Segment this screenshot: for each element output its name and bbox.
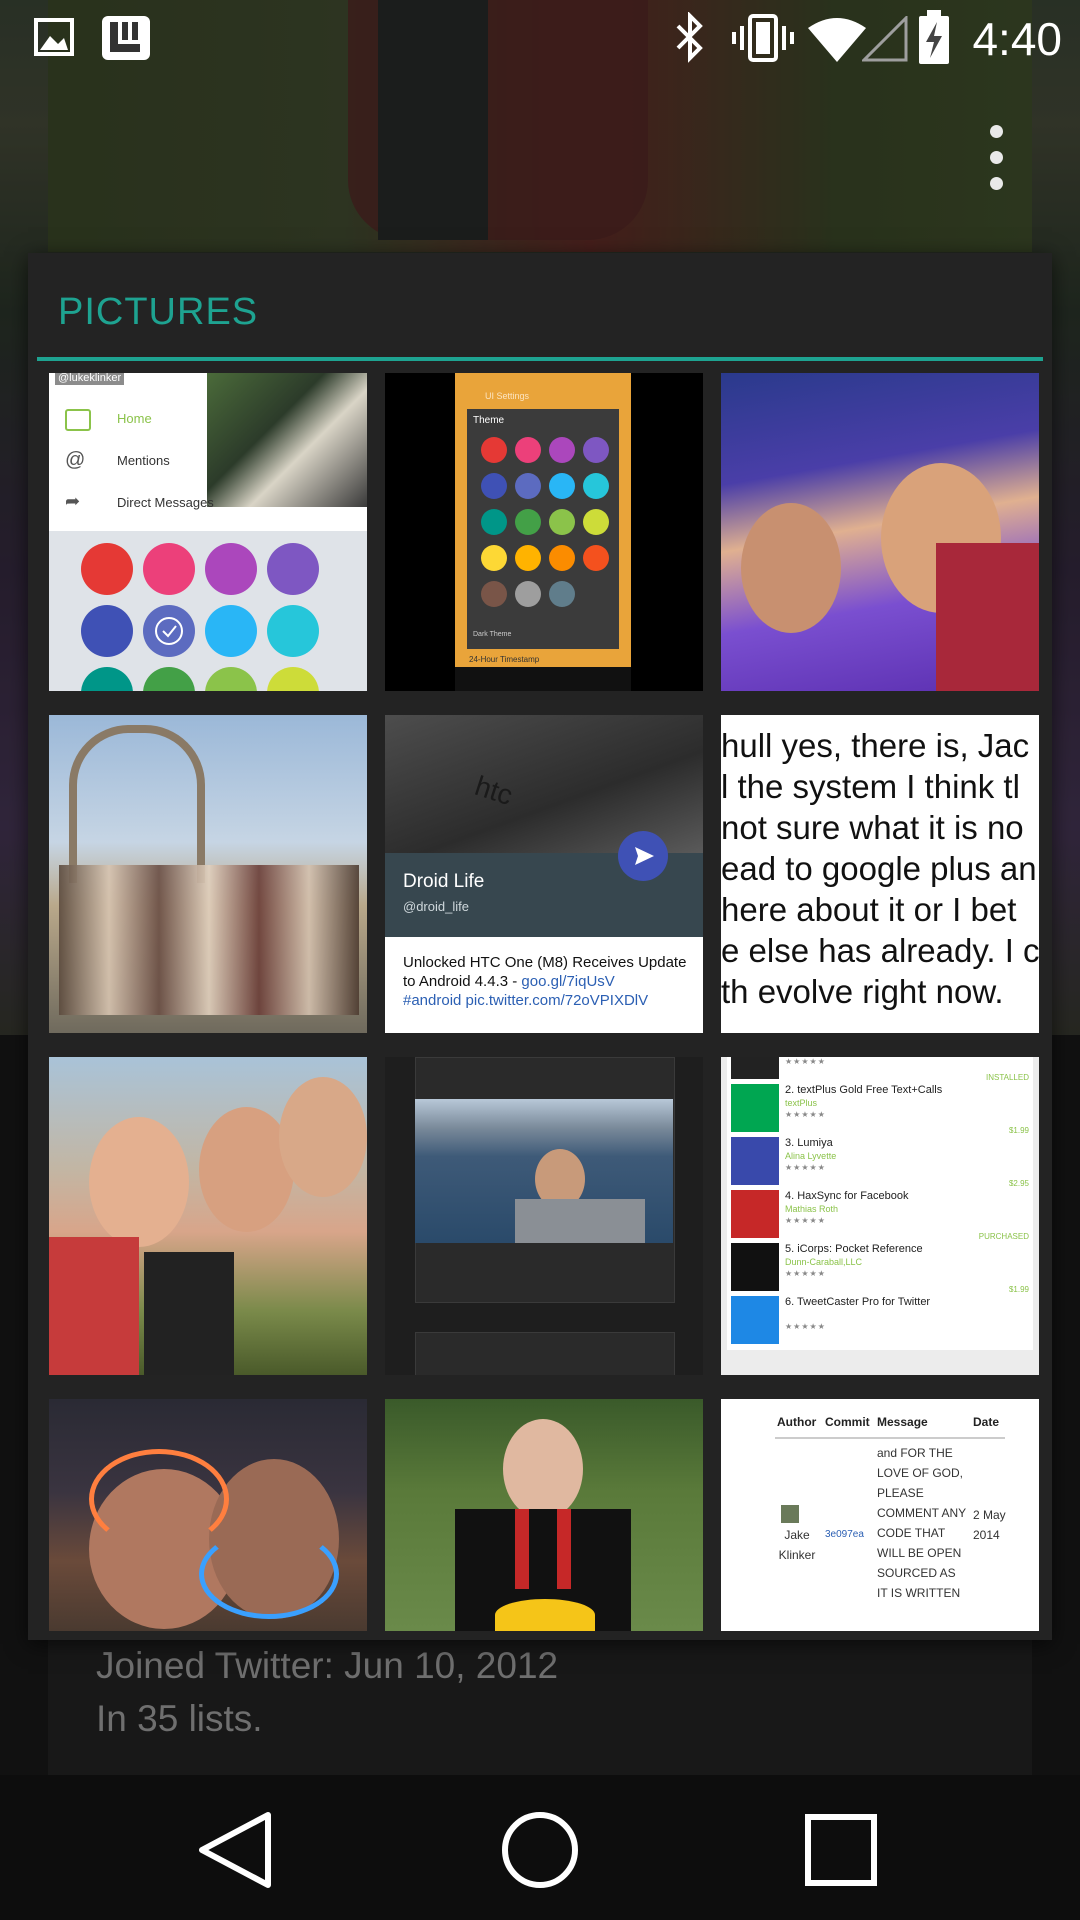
color-swatch [81,605,133,657]
picture-thumbnail-8[interactable] [385,1057,703,1375]
app-list-item: 2. textPlus Gold Free Text+Calls textPlus… [727,1080,1033,1138]
color-swatch [81,667,133,691]
tweet-body: Unlocked HTC One (M8) Receives Update to… [403,954,687,1009]
app-icon [731,1137,779,1185]
overflow-menu-button[interactable] [978,125,1014,195]
theme-color-swatch [481,509,507,535]
color-swatch [205,667,257,691]
color-swatch [143,543,195,595]
lists-count: In 35 lists. [96,1698,263,1739]
status-bar: 4:40 [0,0,1080,75]
color-swatch [143,667,195,691]
app-list-item: 6. TweetCaster Pro for Twitter ★★★★★ [727,1292,1033,1350]
theme-color-swatch [549,509,575,535]
picture-thumbnail-12[interactable]: Author Commit Message Date Jake Klinker … [721,1399,1039,1631]
color-swatch [205,543,257,595]
theme-color-swatch [583,437,609,463]
theme-color-swatch [481,581,507,607]
boat-photo [415,1099,673,1243]
theme-color-swatch [515,473,541,499]
picture-thumbnail-3[interactable] [721,373,1039,691]
vibrate-icon [732,14,794,62]
dialog-title-divider [37,357,1043,361]
picture-thumbnail-1[interactable]: @lukeklinker Home @ Mentions ➦ Direct Me… [49,373,367,691]
joined-date: Joined Twitter: Jun 10, 2012 [96,1645,559,1686]
theme-color-swatch [583,473,609,499]
app-icon [731,1296,779,1344]
color-swatch [81,543,133,595]
navigation-bar [0,1775,1080,1920]
app-icon [731,1084,779,1132]
color-swatch [267,667,319,691]
color-swatch [143,605,195,657]
picture-thumbnail-4[interactable] [49,715,367,1033]
recents-icon[interactable] [796,1805,886,1895]
app-icon [731,1243,779,1291]
theme-color-swatch [481,437,507,463]
back-icon[interactable] [192,1805,282,1895]
picture-thumbnail-10[interactable] [49,1399,367,1631]
tweet-author-name: Droid Life [403,871,485,892]
picture-thumbnail-11[interactable] [385,1399,703,1631]
color-swatch [267,605,319,657]
color-swatch [205,605,257,657]
l-app-icon [102,16,150,60]
theme-color-swatch [583,509,609,535]
app-list-item: 3. Lumiya Alina Lyvette ★★★★★ $2.95 [727,1133,1033,1191]
wifi-icon [808,18,866,62]
home-icon [65,409,91,431]
pictures-dialog: PICTURES @lukeklinker Home @ Mentions ➦ … [28,253,1052,1640]
theme-color-swatch [481,473,507,499]
gallery-icon [34,18,74,56]
cell-signal-icon [862,16,908,62]
send-fab [618,831,668,881]
picture-thumbnail-6[interactable]: hull yes, there is, Jac l the system I t… [721,715,1039,1033]
picture-thumbnail-7[interactable] [49,1057,367,1375]
theme-color-swatch [549,473,575,499]
home-button-icon[interactable] [495,1805,585,1895]
status-time: 4:40 [972,13,1062,65]
app-icon [731,1190,779,1238]
menu-direct-messages: Direct Messages [117,495,214,510]
dialog-title: PICTURES [58,291,259,333]
avatar [781,1505,799,1523]
color-swatch [267,543,319,595]
theme-color-swatch [515,437,541,463]
theme-color-swatch [583,545,609,571]
menu-mentions: Mentions [117,453,170,468]
theme-dialog-screenshot: Theme Dark Theme [467,409,619,649]
bluetooth-icon [676,12,703,63]
picture-thumbnail-2[interactable]: UI Settings Theme Dark Theme 24-Hour Tim… [385,373,703,691]
picture-thumbnail-5[interactable]: htc Droid Life @droid_life Unlocked HTC … [385,715,703,1033]
theme-color-swatch [515,581,541,607]
menu-home: Home [117,411,152,426]
theme-color-swatch [481,545,507,571]
picture-thumbnail-9[interactable]: ★★★★★ INSTALLED 2. textPlus Gold Free Text… [721,1057,1039,1375]
app-list-item: 4. HaxSync for Facebook Mathias Roth ★★★★★… [727,1186,1033,1244]
theme-color-swatch [549,581,575,607]
app-icon [731,1057,779,1079]
share-icon: ➦ [65,491,81,511]
nav-drawer-screenshot: @lukeklinker Home @ Mentions ➦ Direct Me… [49,373,367,531]
app-list-item: 5. iCorps: Pocket Reference Dunn-Caraball… [727,1239,1033,1297]
tweet-author-handle: @droid_life [403,899,469,914]
theme-color-swatch [515,545,541,571]
profile-banner [48,0,1032,252]
battery-charging-icon [919,10,949,64]
theme-color-swatch [515,509,541,535]
mentions-icon: @ [65,449,86,471]
theme-color-swatch [549,437,575,463]
theme-color-swatch [549,545,575,571]
